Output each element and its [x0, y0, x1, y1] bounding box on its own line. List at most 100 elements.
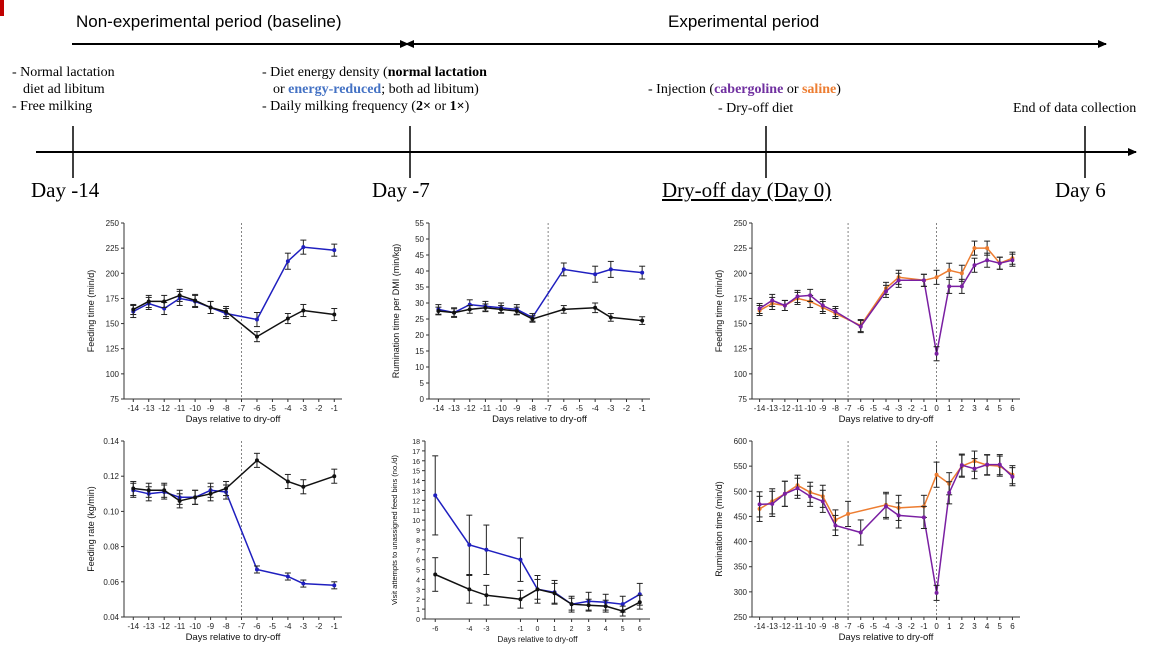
y-tick-label: 150: [734, 320, 748, 329]
data-point-blue: [561, 267, 566, 272]
x-tick-label: -12: [158, 622, 170, 631]
data-point-black: [193, 298, 198, 303]
data-point-purple: [820, 499, 825, 504]
y-tick-label: 350: [734, 563, 748, 572]
data-point-black: [467, 587, 472, 592]
y-tick-label: 35: [415, 283, 424, 292]
x-tick-label: -3: [895, 404, 903, 413]
x-tick-label: -6: [857, 622, 865, 631]
series-line-purple: [759, 463, 1013, 594]
x-tick-label: -8: [832, 622, 840, 631]
data-point-black: [208, 491, 213, 496]
y-tick-label: 18: [412, 439, 420, 446]
x-tick-label: 1: [947, 404, 952, 413]
data-point-purple: [921, 515, 926, 520]
x-tick-label: -7: [845, 404, 853, 413]
data-point-black: [131, 307, 136, 312]
data-point-blue: [254, 567, 259, 572]
x-axis-title: Days relative to dry-off: [186, 632, 281, 643]
data-point-black: [561, 307, 566, 312]
timeline-arrows: [36, 40, 1137, 178]
data-point-black: [224, 486, 229, 491]
x-tick-label: -3: [607, 404, 615, 413]
y-tick-label: 0.14: [103, 437, 119, 446]
y-tick-label: 175: [734, 294, 748, 303]
injection-prefix: - Injection (: [648, 82, 715, 97]
x-tick-label: -8: [832, 404, 840, 413]
y-tick-label: 400: [734, 538, 748, 547]
x-tick-label: -1: [331, 404, 339, 413]
data-point-purple: [782, 303, 787, 308]
x-tick-label: 6: [1010, 404, 1015, 413]
series-line-black: [133, 459, 335, 502]
data-point-purple: [757, 306, 762, 311]
y-tick-label: 10: [412, 518, 420, 525]
x-tick-label: -14: [754, 622, 766, 631]
x-tick-label: -3: [483, 626, 489, 633]
data-point-black: [586, 603, 591, 608]
x-tick-label: -12: [464, 404, 476, 413]
y-tick-label: 125: [734, 345, 748, 354]
x-tick-label: -13: [766, 622, 778, 631]
y-tick-label: 450: [734, 512, 748, 521]
series-line-orange: [759, 460, 1013, 521]
x-tick-label: -1: [639, 404, 647, 413]
y-tick-label: 6: [416, 558, 420, 565]
data-point-black: [254, 458, 259, 463]
x-tick-label: -13: [143, 404, 155, 413]
x-tick-label: -10: [804, 404, 816, 413]
data-point-purple: [959, 284, 964, 289]
y-tick-label: 0.10: [103, 507, 119, 516]
data-point-black: [593, 305, 598, 310]
y-tick-label: 500: [734, 487, 748, 496]
data-point-orange: [985, 246, 990, 251]
data-point-black: [332, 474, 337, 479]
x-tick-label: -1: [920, 404, 928, 413]
milking-1x: 1×: [449, 99, 465, 114]
x-tick-label: -2: [908, 404, 916, 413]
y-tick-label: 0.06: [103, 578, 119, 587]
data-point-purple: [858, 530, 863, 535]
x-tick-label: 3: [972, 622, 977, 631]
x-tick-label: -12: [779, 622, 791, 631]
x-tick-label: -10: [804, 622, 816, 631]
data-point-purple: [947, 284, 952, 289]
data-point-black: [177, 498, 182, 503]
x-tick-label: -6: [253, 622, 261, 631]
data-point-black: [224, 309, 229, 314]
x-tick-label: 5: [621, 626, 625, 633]
y-axis-title: Feeding time (min/d): [714, 270, 724, 353]
y-tick-label: 50: [415, 235, 424, 244]
data-point-orange: [959, 271, 964, 276]
x-tick-label: -6: [432, 626, 438, 633]
series-line-purple: [759, 259, 1013, 354]
y-tick-label: 8: [416, 538, 420, 545]
data-point-purple: [884, 289, 888, 294]
y-tick-label: 10: [415, 363, 424, 372]
x-tick-label: -3: [895, 622, 903, 631]
data-point-blue: [593, 272, 598, 277]
x-tick-label: -9: [819, 404, 827, 413]
data-point-purple: [934, 351, 939, 356]
chart-rumination-per-dmi: 0 5 10 15 20 25 30 35 40 45 50 55 -14 -13 -12 -11 -10 -9-…: [385, 217, 660, 432]
data-point-purple: [858, 324, 863, 329]
data-point-black: [285, 479, 290, 484]
data-point-black: [162, 488, 167, 493]
x-tick-label: 1: [553, 626, 557, 633]
x-tick-label: 5: [998, 404, 1003, 413]
y-tick-label: 175: [106, 294, 120, 303]
x-tick-label: -13: [766, 404, 778, 413]
data-point-blue: [301, 245, 306, 250]
data-point-black: [499, 307, 504, 312]
x-tick-label: -10: [189, 622, 201, 631]
x-tick-label: 2: [960, 622, 965, 631]
data-point-purple: [972, 466, 977, 471]
data-point-orange: [947, 268, 952, 273]
y-axis-title: Rumination time per DMI (min/kg): [391, 244, 401, 379]
treatment-diet-prefix: - Diet energy density (: [262, 65, 388, 80]
data-point-black: [620, 609, 625, 614]
data-point-blue: [285, 574, 290, 579]
data-point-purple: [959, 463, 964, 468]
y-tick-label: 14: [412, 479, 420, 486]
y-tick-label: 75: [110, 395, 119, 404]
